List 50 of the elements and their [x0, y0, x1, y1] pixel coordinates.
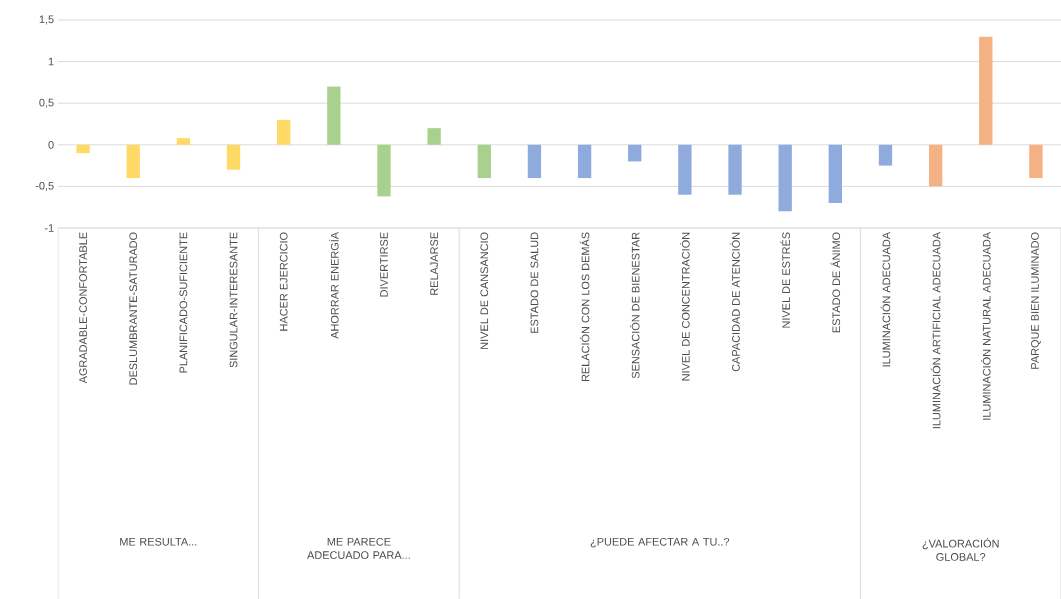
x-tick-label: SINGULAR-INTERESANTE	[229, 232, 238, 368]
bar	[928, 144, 943, 187]
text: ME PARECE ADECUADO PARA...	[307, 537, 410, 559]
text: ¿VALORACIÓN GLOBAL?	[922, 537, 999, 561]
y-tick-label: 0,5	[39, 98, 54, 108]
x-tick-label: DESLUMBRANTE-SATURADO	[129, 232, 138, 385]
x-tick-label: AGRADABLE-CONFORTABLE	[79, 232, 87, 384]
x-tick-label: RELACIÓN CON LOS DEMÁS	[579, 232, 590, 382]
y-tick-label: 1	[48, 57, 54, 66]
bar	[678, 144, 692, 195]
y-tick-label: 0	[48, 140, 54, 149]
x-tick-label: ESTADO DE ÁNIMO	[830, 232, 841, 333]
bar	[377, 144, 391, 197]
bar	[76, 144, 90, 154]
x-tick-label: NIVEL DE CANSANCIO	[480, 232, 489, 349]
bar	[527, 144, 542, 179]
bar	[828, 144, 842, 204]
x-tick-label: AHORRAR ENERGÍA	[329, 231, 339, 339]
x-tick-label: RELAJARSE	[430, 232, 438, 295]
text: ¿PUEDE AFECTAR A TU..?	[590, 537, 730, 548]
x-tick-label: ILUMINACIÓN NATURAL ADECUADA	[980, 231, 991, 420]
bar	[477, 144, 491, 179]
text: ME RESULTA...	[120, 537, 197, 546]
x-tick-label: PARQUE BIEN ILUMINADO	[1031, 232, 1041, 369]
bar	[728, 144, 742, 195]
y-tick-label: 1,5	[39, 15, 54, 25]
bar	[878, 144, 893, 166]
bar	[1029, 144, 1043, 179]
x-tick-label: NIVEL DE CONCENTRACIÓN	[680, 232, 690, 381]
bar	[979, 36, 993, 145]
x-tick-label: ILUMINACIÓN ADECUADA	[880, 231, 891, 367]
x-tick-label: NIVEL DE ESTRÉS	[780, 232, 790, 328]
bar	[628, 144, 642, 162]
bar	[327, 86, 341, 145]
bar	[277, 119, 291, 145]
bar	[577, 144, 592, 179]
x-tick-label: CAPACIDAD DE ATENCIÓN	[730, 232, 740, 372]
y-tick-label: -1	[44, 224, 54, 232]
x-tick-label: SENSACIÓN DE BIENESTAR	[629, 232, 640, 379]
x-tick-label: ILUMINACIÓN ARTIFICIAL ADECUADA	[930, 231, 941, 429]
x-tick-label: ESTADO DE SALUD	[530, 232, 539, 333]
x-tick-label: PLANIFICADO-SUFICIENTE	[179, 232, 188, 373]
bar	[778, 144, 792, 212]
bar	[126, 144, 140, 179]
y-tick-label: -0,5	[35, 181, 54, 191]
bar	[226, 144, 241, 170]
x-tick-label: HACER EJERCICIO	[279, 232, 288, 331]
bar	[427, 128, 441, 145]
bar	[176, 138, 191, 145]
x-tick-label: DIVERTIRSE	[380, 232, 388, 297]
